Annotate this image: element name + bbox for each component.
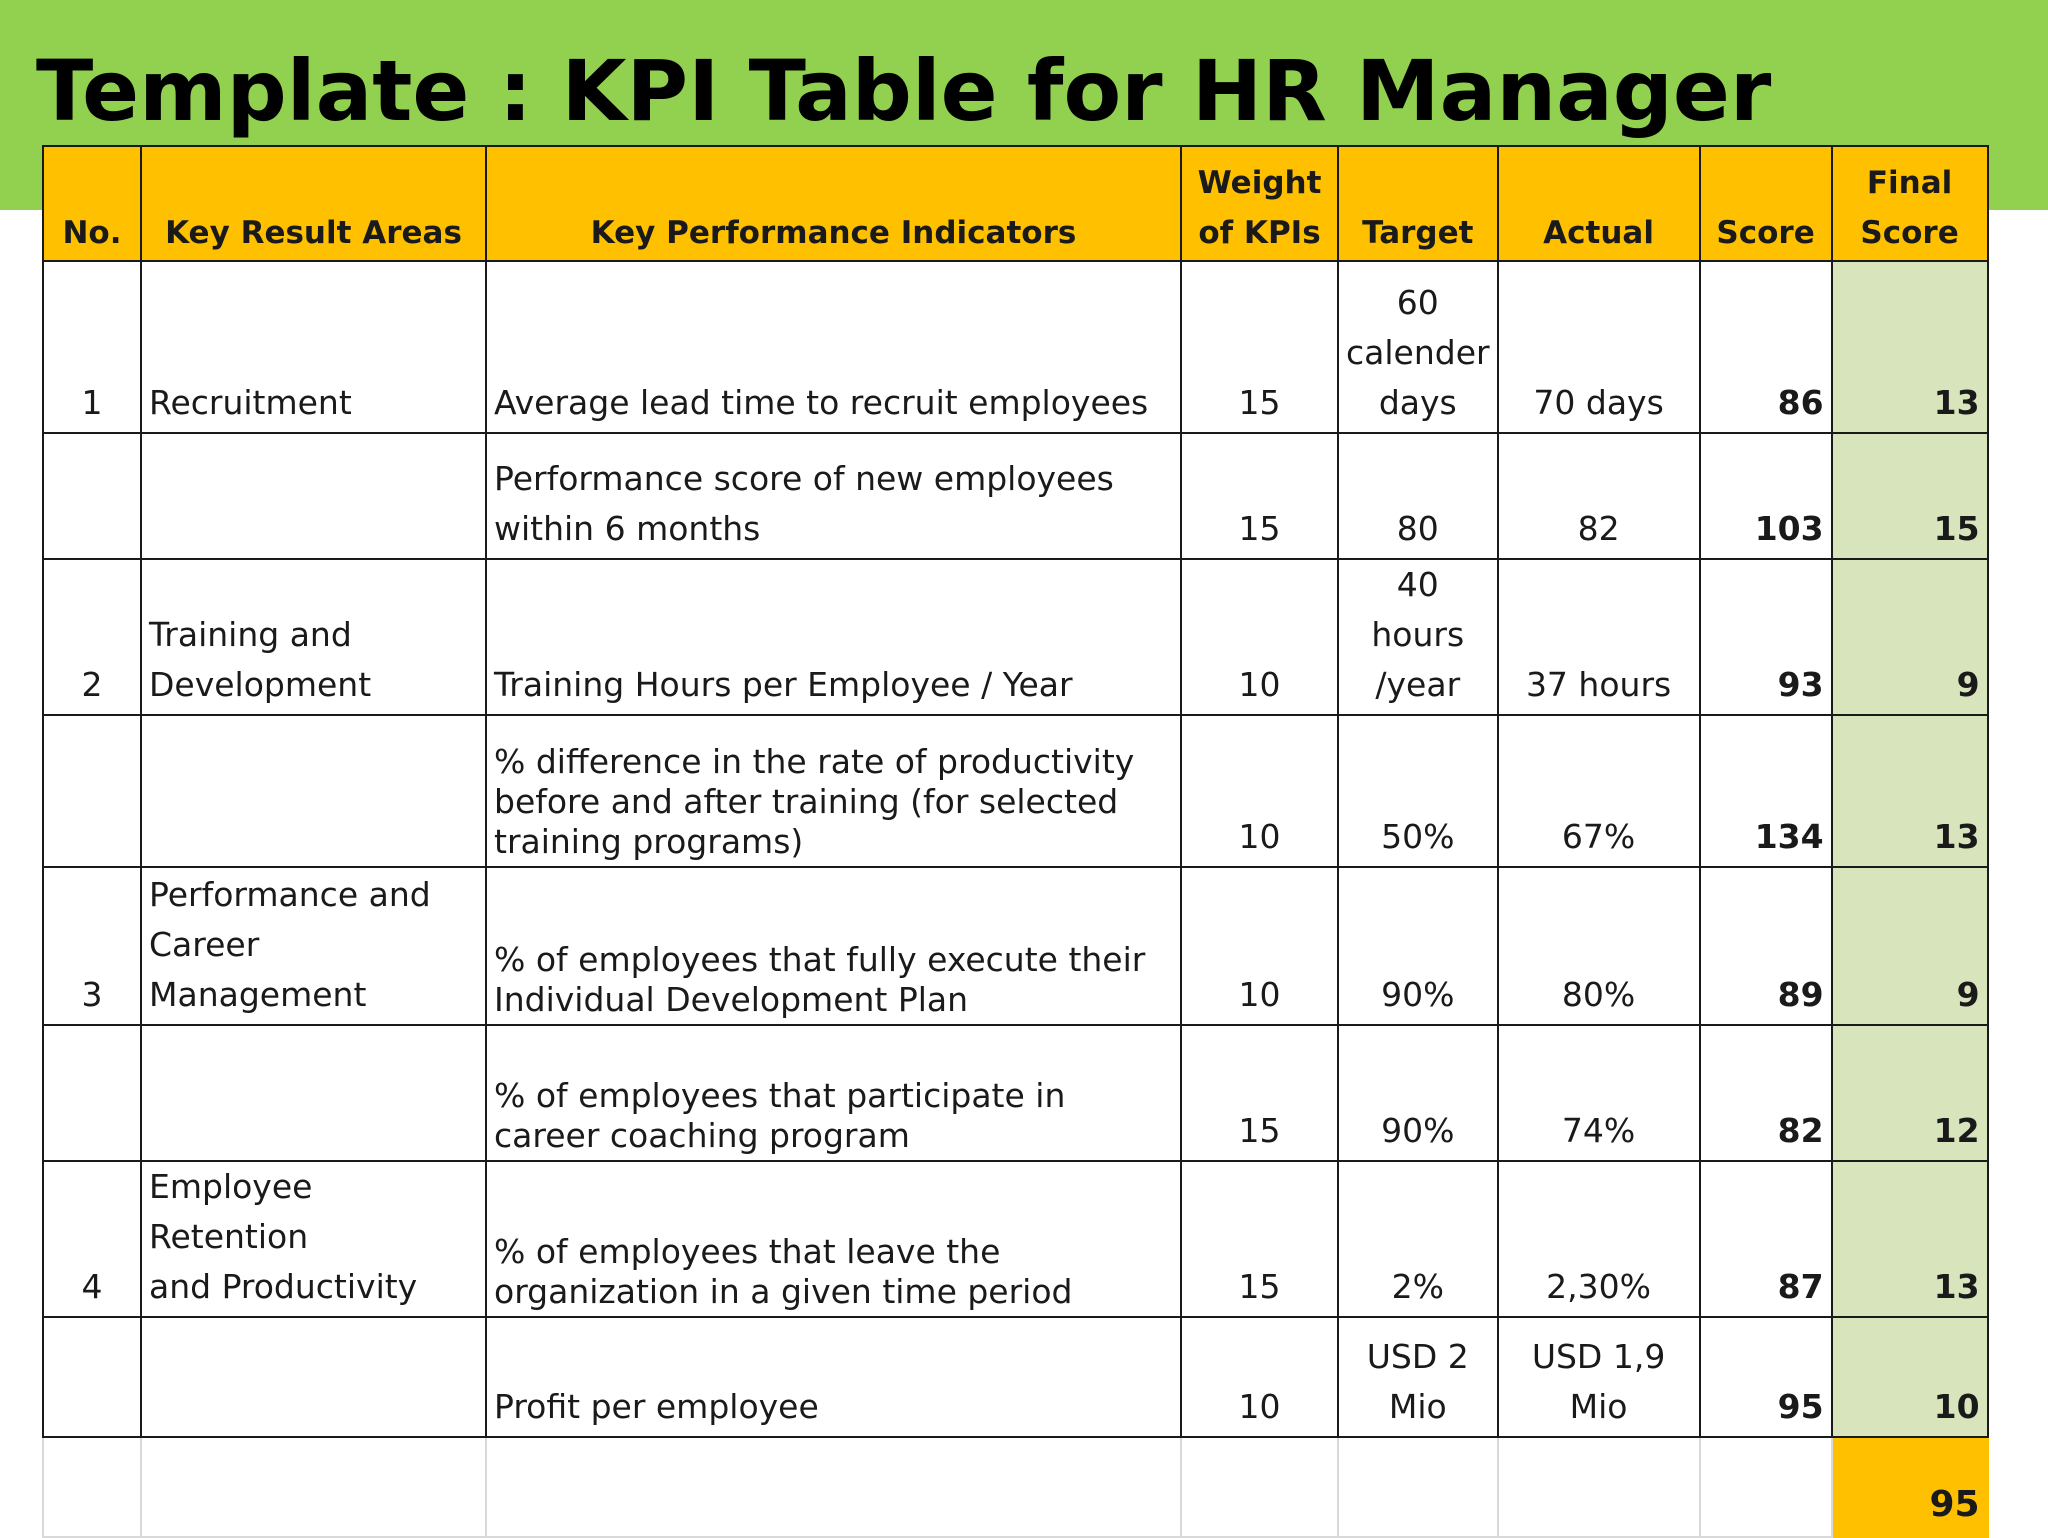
kpi-target: 2% <box>1337 1160 1499 1318</box>
row-number: 2 <box>42 558 142 716</box>
key-result-area: Training and Development <box>140 558 487 716</box>
kpi-score: 89 <box>1698 866 1833 1026</box>
kpi-actual: USD 1,9 Mio <box>1496 1316 1701 1438</box>
key-result-area <box>140 1024 487 1162</box>
table-row: 1 Recruitment Average lead time to recruit… <box>42 260 1989 434</box>
key-result-area: Employee Retention and Productivity <box>140 1160 487 1318</box>
header-target: Target <box>1337 145 1499 262</box>
kpi-target: 40 hours /year <box>1337 558 1499 716</box>
total-empty-cell <box>42 1436 142 1538</box>
row-number: 1 <box>42 260 142 434</box>
kpi-table-body: 1 Recruitment Average lead time to recruit… <box>42 260 1989 1538</box>
total-empty-cell <box>140 1436 487 1538</box>
kpi-final-score: 13 <box>1830 714 1989 868</box>
kpi-score: 86 <box>1698 260 1833 434</box>
kpi-actual: 74% <box>1496 1024 1701 1162</box>
total-empty-cell <box>1698 1436 1833 1538</box>
kpi-weight: 10 <box>1180 558 1339 716</box>
header-actual: Actual <box>1496 145 1701 262</box>
kpi-target: 90% <box>1337 866 1499 1026</box>
kpi-weight: 10 <box>1180 1316 1339 1438</box>
kpi-final-score: 9 <box>1830 866 1989 1026</box>
key-result-area <box>140 714 487 868</box>
kpi-target: USD 2 Mio <box>1337 1316 1499 1438</box>
row-number <box>42 1316 142 1438</box>
kpi-final-score: 13 <box>1830 260 1989 434</box>
total-empty-cell <box>485 1436 1182 1538</box>
table-row: % of employees that participate in caree… <box>42 1024 1989 1162</box>
header-final-score: Final Score <box>1830 145 1989 262</box>
kpi-score: 93 <box>1698 558 1833 716</box>
kpi-description: % of employees that participate in caree… <box>485 1024 1182 1162</box>
kpi-actual: 70 days <box>1496 260 1701 434</box>
total-row: 95 <box>42 1436 1989 1538</box>
kpi-table: No. Key Result Areas Key Performance Ind… <box>42 145 1989 1538</box>
kpi-weight: 10 <box>1180 714 1339 868</box>
kpi-target: 50% <box>1337 714 1499 868</box>
kpi-final-score: 10 <box>1830 1316 1989 1438</box>
kpi-score: 95 <box>1698 1316 1833 1438</box>
kpi-actual: 80% <box>1496 866 1701 1026</box>
table-row: Performance score of new employees withi… <box>42 432 1989 560</box>
page-title: Template : KPI Table for HR Manager <box>36 42 1772 140</box>
kpi-score: 82 <box>1698 1024 1833 1162</box>
row-number <box>42 432 142 560</box>
kpi-description: Performance score of new employees withi… <box>485 432 1182 560</box>
header-no: No. <box>42 145 142 262</box>
header-weight: Weight of KPIs <box>1180 145 1339 262</box>
row-number <box>42 714 142 868</box>
key-result-area <box>140 432 487 560</box>
row-number: 3 <box>42 866 142 1026</box>
kpi-description: Training Hours per Employee / Year <box>485 558 1182 716</box>
kpi-actual: 2,30% <box>1496 1160 1701 1318</box>
header-kpis: Key Performance Indicators <box>485 145 1182 262</box>
total-empty-cell <box>1337 1436 1499 1538</box>
total-empty-cell <box>1496 1436 1701 1538</box>
kpi-score: 103 <box>1698 432 1833 560</box>
kpi-description: % of employees that leave the organizati… <box>485 1160 1182 1318</box>
kpi-target: 60 calender days <box>1337 260 1499 434</box>
key-result-area: Recruitment <box>140 260 487 434</box>
kpi-actual: 37 hours <box>1496 558 1701 716</box>
kpi-final-score: 13 <box>1830 1160 1989 1318</box>
kpi-weight: 15 <box>1180 1160 1339 1318</box>
table-row: 2 Training and Development Training Hours … <box>42 558 1989 716</box>
key-result-area <box>140 1316 487 1438</box>
kpi-weight: 15 <box>1180 432 1339 560</box>
kpi-actual: 82 <box>1496 432 1701 560</box>
kpi-weight: 15 <box>1180 1024 1339 1162</box>
row-number: 4 <box>42 1160 142 1318</box>
kpi-weight: 10 <box>1180 866 1339 1026</box>
kpi-score: 87 <box>1698 1160 1833 1318</box>
table-row: % difference in the rate of productivity… <box>42 714 1989 868</box>
kpi-score: 134 <box>1698 714 1833 868</box>
kpi-description: % of employees that fully execute their … <box>485 866 1182 1026</box>
table-row: 4 Employee Retention and Productivity% of… <box>42 1160 1989 1318</box>
kpi-target: 90% <box>1337 1024 1499 1162</box>
total-final-score: 95 <box>1830 1436 1989 1538</box>
kpi-final-score: 15 <box>1830 432 1989 560</box>
kpi-description: Profit per employee <box>485 1316 1182 1438</box>
row-number <box>42 1024 142 1162</box>
kpi-description: % difference in the rate of productivity… <box>485 714 1182 868</box>
header-key-result-areas: Key Result Areas <box>140 145 487 262</box>
table-row: 3 Performance and Career Management% of e… <box>42 866 1989 1026</box>
header-score: Score <box>1698 145 1833 262</box>
kpi-weight: 15 <box>1180 260 1339 434</box>
kpi-final-score: 12 <box>1830 1024 1989 1162</box>
kpi-description: Average lead time to recruit employees <box>485 260 1182 434</box>
total-empty-cell <box>1180 1436 1339 1538</box>
header-row: No. Key Result Areas Key Performance Ind… <box>42 145 1989 262</box>
key-result-area: Performance and Career Management <box>140 866 487 1026</box>
kpi-target: 80 <box>1337 432 1499 560</box>
kpi-final-score: 9 <box>1830 558 1989 716</box>
kpi-actual: 67% <box>1496 714 1701 868</box>
table-row: Profit per employee 10 USD 2 Mio USD 1,9 Mi… <box>42 1316 1989 1438</box>
